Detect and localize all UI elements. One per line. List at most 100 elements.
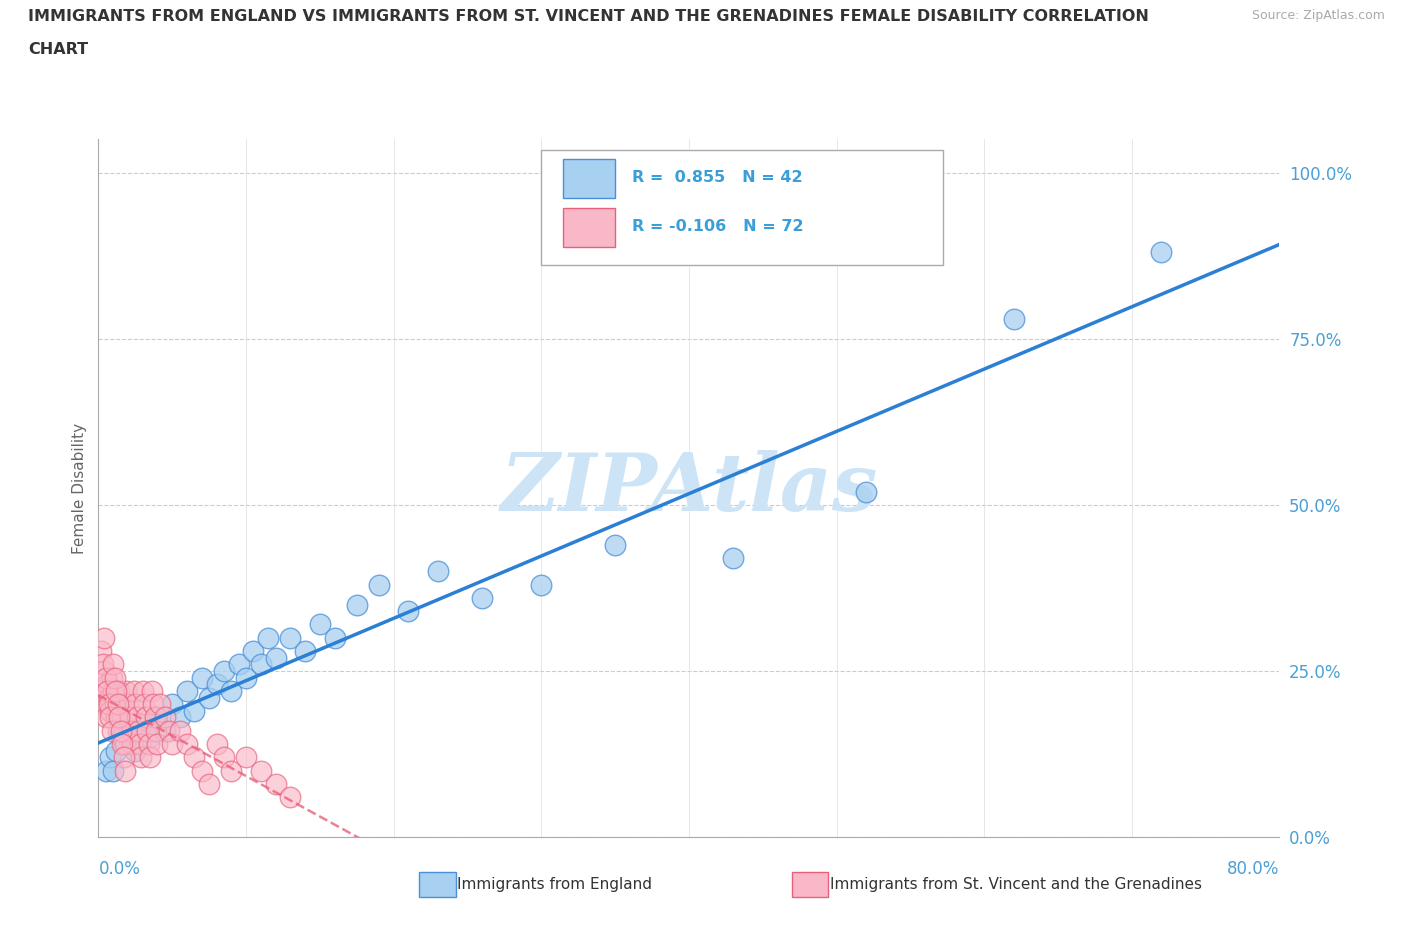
Point — [264, 650, 287, 665]
Y-axis label: Female Disability: Female Disability — [72, 423, 87, 553]
Text: 0.0%: 0.0% — [98, 860, 141, 878]
Point — [309, 617, 332, 631]
Point — [396, 604, 419, 618]
Point — [198, 777, 221, 791]
Point — [114, 764, 136, 778]
Text: Immigrants from St. Vincent and the Grenadines: Immigrants from St. Vincent and the Gren… — [830, 877, 1202, 892]
Point — [471, 591, 494, 605]
Point — [111, 737, 134, 751]
Point — [93, 663, 115, 678]
Point — [125, 710, 148, 724]
Text: 80.0%: 80.0% — [1227, 860, 1279, 878]
Point — [157, 724, 180, 738]
Point — [121, 737, 143, 751]
Point — [132, 684, 155, 698]
Point — [94, 710, 117, 724]
Point — [169, 710, 191, 724]
Point — [139, 730, 162, 745]
Point — [124, 697, 146, 711]
Point — [94, 764, 117, 778]
Point — [205, 737, 228, 751]
Point — [721, 551, 744, 565]
Point — [278, 631, 302, 645]
Point — [191, 764, 214, 778]
Point — [136, 724, 159, 738]
Point — [118, 710, 141, 724]
Point — [294, 644, 316, 658]
Point — [104, 697, 127, 711]
Point — [146, 710, 169, 724]
Point — [183, 750, 205, 764]
Point — [132, 717, 155, 732]
Point — [169, 724, 191, 738]
Point — [104, 671, 127, 685]
Text: R =  0.855   N = 42: R = 0.855 N = 42 — [633, 170, 803, 185]
Point — [117, 697, 139, 711]
Point — [264, 777, 287, 791]
Point — [105, 743, 128, 758]
Point — [91, 697, 114, 711]
Point — [235, 750, 257, 764]
Point — [100, 724, 122, 738]
Point — [124, 743, 146, 758]
Point — [278, 790, 302, 804]
Point — [98, 750, 121, 764]
Point — [90, 684, 112, 698]
Text: IMMIGRANTS FROM ENGLAND VS IMMIGRANTS FROM ST. VINCENT AND THE GRENADINES FEMALE: IMMIGRANTS FROM ENGLAND VS IMMIGRANTS FR… — [28, 9, 1149, 24]
Point — [242, 644, 264, 658]
Point — [212, 663, 235, 678]
Point — [107, 697, 129, 711]
Point — [105, 710, 128, 724]
Text: Immigrants from England: Immigrants from England — [457, 877, 652, 892]
Point — [205, 677, 228, 692]
Point — [153, 710, 176, 724]
FancyBboxPatch shape — [541, 150, 943, 265]
Point — [111, 710, 134, 724]
Point — [96, 677, 118, 692]
Point — [219, 764, 242, 778]
Point — [96, 684, 118, 698]
Point — [235, 671, 257, 685]
Point — [117, 724, 139, 738]
Point — [108, 710, 131, 724]
Point — [97, 690, 120, 705]
Point — [108, 684, 131, 698]
Point — [368, 578, 391, 592]
Text: CHART: CHART — [28, 42, 89, 57]
Point — [191, 671, 214, 685]
Point — [176, 737, 198, 751]
Point — [139, 750, 162, 764]
Point — [100, 671, 122, 685]
Point — [605, 538, 627, 552]
Point — [110, 730, 132, 745]
Point — [855, 485, 877, 499]
Point — [110, 724, 132, 738]
Point — [120, 724, 142, 738]
Point — [530, 578, 553, 592]
Point — [153, 724, 176, 738]
Point — [250, 657, 273, 671]
Point — [162, 737, 183, 751]
Point — [145, 724, 167, 738]
Point — [198, 690, 221, 705]
Point — [219, 684, 242, 698]
Point — [91, 657, 114, 671]
Point — [90, 644, 112, 658]
Point — [122, 684, 145, 698]
Point — [212, 750, 235, 764]
Point — [1002, 312, 1025, 326]
Point — [110, 697, 132, 711]
Point — [98, 703, 121, 718]
Point — [112, 750, 135, 764]
FancyBboxPatch shape — [562, 208, 614, 247]
Point — [183, 703, 205, 718]
Text: Source: ZipAtlas.com: Source: ZipAtlas.com — [1251, 9, 1385, 22]
Point — [142, 697, 165, 711]
Point — [250, 764, 273, 778]
Point — [134, 697, 156, 711]
Point — [93, 631, 115, 645]
Point — [114, 737, 136, 751]
Point — [346, 597, 368, 612]
Point — [149, 697, 172, 711]
Point — [1150, 245, 1173, 259]
